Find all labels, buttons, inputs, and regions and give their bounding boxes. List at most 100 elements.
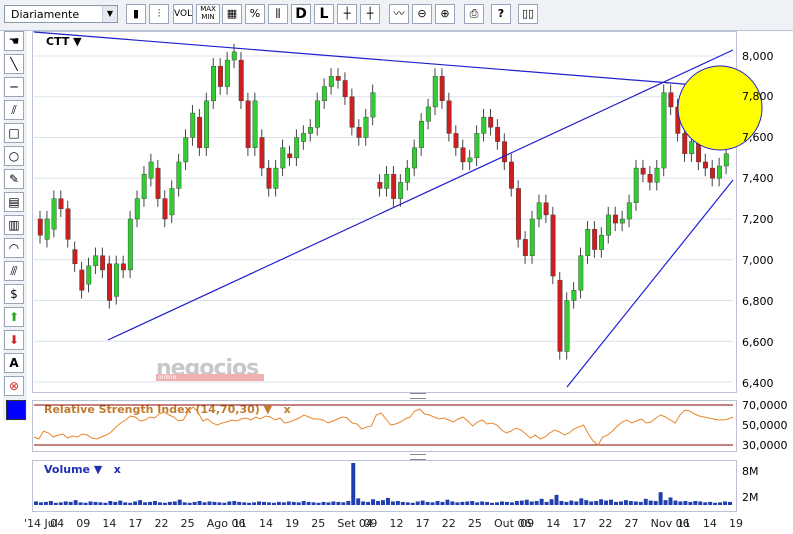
volume-bar: [658, 492, 663, 505]
volume-bar: [172, 501, 177, 505]
circle-icon[interactable]: ○: [4, 146, 24, 166]
x-tick-label: 25: [180, 517, 195, 530]
volume-bar: [311, 502, 316, 505]
x-tick-label: 09: [76, 517, 91, 530]
splitter-handle[interactable]: [410, 454, 426, 460]
volume-bar: [455, 502, 460, 505]
candle: [488, 116, 494, 128]
x-tick-label: Out 06: [494, 517, 532, 530]
ohlc-icon[interactable]: ⫶: [149, 4, 169, 24]
volume-close-icon[interactable]: x: [113, 463, 121, 476]
rectangle-icon[interactable]: □: [4, 123, 24, 143]
candle: [460, 147, 466, 163]
volume-bar: [410, 502, 415, 505]
hand-icon[interactable]: ☚: [4, 31, 24, 51]
rsi-tick: 50,0000: [742, 419, 788, 432]
x-tick-label: Set 04: [337, 517, 373, 530]
rsi-tick: 70,0000: [742, 399, 788, 412]
volume-bar: [148, 501, 152, 505]
zoom-in-icon[interactable]: ⊕: [435, 4, 455, 24]
volume-bar: [252, 502, 257, 505]
candle: [710, 167, 715, 179]
candle: [626, 202, 632, 220]
fib-icon[interactable]: ▤: [4, 192, 24, 212]
candle: [266, 167, 272, 189]
volume-bar: [113, 501, 118, 505]
compare-icon[interactable]: ⫼: [268, 4, 288, 24]
print-icon[interactable]: ⎙: [464, 4, 484, 24]
delete-icon[interactable]: ⊗: [4, 376, 24, 396]
volume-bar: [554, 494, 559, 505]
volume-bar: [509, 502, 514, 505]
volume-bar: [202, 502, 207, 505]
arrow-down-icon[interactable]: ⬇: [4, 330, 24, 350]
candle: [197, 116, 203, 148]
text-icon[interactable]: A: [4, 353, 24, 373]
candle: [612, 214, 618, 224]
candle: [204, 100, 210, 148]
trend-line: [566, 179, 734, 388]
symbol-selector[interactable]: CTT ▼: [46, 35, 82, 48]
color-picker[interactable]: [6, 400, 26, 420]
help-icon[interactable]: ?: [491, 4, 511, 24]
volume-bar: [58, 502, 63, 505]
arrow-up-icon[interactable]: ⬆: [4, 307, 24, 327]
x-tick-label: 09: [520, 517, 535, 530]
crosshair-icon[interactable]: ┼: [337, 4, 357, 24]
pencil-icon[interactable]: ✎: [4, 169, 24, 189]
parallel-icon[interactable]: ⫽: [4, 100, 24, 120]
volume-bar: [162, 502, 167, 505]
symbol-label: CTT: [46, 35, 70, 48]
volume-bar: [351, 463, 356, 505]
candlestick-icon[interactable]: ▮: [126, 4, 146, 24]
x-tick-label: 19: [285, 517, 300, 530]
trend-icon[interactable]: 〰: [389, 4, 409, 24]
fib2-icon[interactable]: ▥: [4, 215, 24, 235]
candle: [148, 161, 154, 179]
volume-bar: [43, 501, 48, 505]
volume-bar: [73, 500, 78, 505]
volume-bar: [668, 497, 673, 505]
period-select[interactable]: Diariamente ▼: [4, 5, 118, 23]
zoom-out-icon[interactable]: ⊖: [412, 4, 432, 24]
volume-bar: [440, 501, 445, 505]
cursor-icon[interactable]: ┼: [360, 4, 380, 24]
candle: [550, 214, 556, 277]
percent-button[interactable]: %: [245, 4, 265, 24]
vol-button[interactable]: VOL: [173, 4, 193, 24]
volume-bar: [78, 502, 83, 505]
volume-bar: [539, 498, 544, 505]
volume-bar: [579, 498, 584, 505]
volume-bar: [197, 501, 202, 505]
hline-icon[interactable]: ─: [4, 77, 24, 97]
volume-bar: [361, 501, 366, 505]
candle: [120, 263, 126, 271]
volume-bar: [341, 502, 346, 505]
splitter-handle[interactable]: [410, 393, 426, 399]
volume-bar: [673, 500, 678, 505]
candle: [495, 127, 501, 142]
candle: [509, 161, 514, 189]
candle: [107, 263, 113, 301]
fan-icon[interactable]: ⫻: [4, 261, 24, 281]
line-icon[interactable]: ╲: [4, 54, 24, 74]
gann-icon[interactable]: $: [4, 284, 24, 304]
volume-bar: [633, 501, 638, 505]
l-button[interactable]: L: [314, 4, 334, 24]
book-icon[interactable]: ▯▯: [518, 4, 538, 24]
rsi-close-icon[interactable]: x: [283, 403, 291, 416]
x-tick-label: 22: [441, 517, 456, 530]
volume-bar: [371, 499, 376, 505]
drawing-tools: ☚ ╲ ─ ⫽ □ ○ ✎ ▤ ▥ ◠ ⫻ $ ⬆ ⬇ A ⊗: [3, 31, 27, 421]
candle: [543, 202, 549, 216]
d-button[interactable]: D: [291, 4, 311, 24]
volume-bar: [425, 501, 430, 505]
candle: [398, 182, 404, 199]
candle: [273, 167, 279, 189]
price-tick: 6,400: [742, 377, 774, 390]
candle: [564, 300, 570, 352]
max-min-button[interactable]: MAX MIN: [196, 4, 220, 24]
grid-icon[interactable]: ▦: [222, 4, 242, 24]
arc-icon[interactable]: ◠: [4, 238, 24, 258]
